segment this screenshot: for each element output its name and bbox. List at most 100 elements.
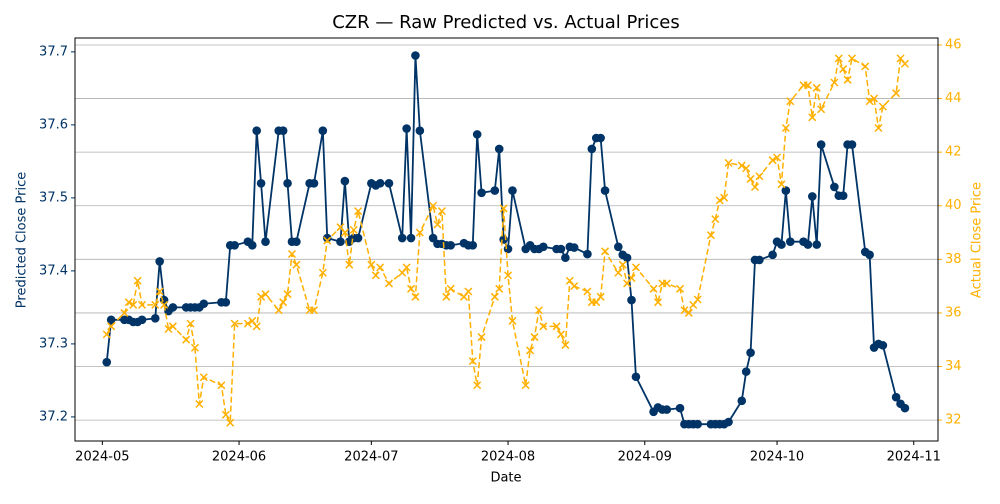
data-point <box>309 306 319 315</box>
data-point <box>693 295 702 304</box>
chart-title: CZR — Raw Predicted vs. Actual Prices <box>332 12 680 33</box>
plot-frame <box>74 37 939 442</box>
data-point <box>195 399 204 409</box>
y-tick-label: 37.6 <box>39 117 68 132</box>
data-point <box>838 191 848 200</box>
data-point <box>530 333 539 342</box>
data-point <box>830 182 839 192</box>
data-point <box>755 255 764 265</box>
data-point <box>106 315 116 325</box>
data-point <box>569 243 579 252</box>
data-point <box>182 335 191 344</box>
data-point <box>226 418 235 427</box>
data-point <box>561 341 570 350</box>
data-point <box>318 126 328 136</box>
data-point <box>336 237 345 246</box>
data-point <box>490 186 500 195</box>
data-point <box>150 314 160 323</box>
data-point <box>168 322 177 331</box>
data-point <box>684 308 693 317</box>
data-point <box>278 126 288 136</box>
data-point <box>741 367 751 376</box>
x-tick-label: 2024-06 <box>212 450 266 465</box>
data-point <box>384 279 394 288</box>
data-point <box>583 287 592 296</box>
data-point <box>283 178 292 188</box>
data-point <box>397 233 407 243</box>
data-point <box>808 113 817 122</box>
data-point <box>631 263 640 272</box>
data-point <box>243 319 252 328</box>
data-point <box>675 284 685 293</box>
data-point <box>384 178 394 188</box>
data-point <box>322 233 332 243</box>
data-point <box>151 300 160 309</box>
data-point <box>309 178 319 188</box>
data-point <box>613 242 623 252</box>
data-point <box>746 348 755 357</box>
y-axis-label: Predicted Close Price <box>15 172 30 308</box>
data-point <box>786 97 795 106</box>
data-point <box>428 233 438 243</box>
data-point <box>499 204 508 213</box>
data-point <box>812 240 822 249</box>
data-point <box>653 298 663 307</box>
data-point <box>367 260 376 269</box>
data-point <box>614 268 623 277</box>
data-point <box>724 417 733 427</box>
x-tick-label: 2024-07 <box>344 450 398 465</box>
data-point <box>662 405 672 414</box>
data-point <box>755 172 764 181</box>
data-point <box>230 319 239 328</box>
data-point <box>349 225 358 234</box>
data-point <box>137 315 147 325</box>
data-point <box>490 292 499 301</box>
data-point <box>261 237 270 246</box>
data-point <box>900 403 910 413</box>
x-tick-label: 2024-10 <box>750 450 804 465</box>
data-point <box>750 182 760 192</box>
data-point <box>847 54 857 63</box>
data-point <box>442 292 451 301</box>
data-point <box>865 250 874 260</box>
data-point <box>429 201 438 210</box>
data-point <box>768 250 777 260</box>
data-point <box>155 287 164 296</box>
data-point <box>781 124 790 133</box>
data-point <box>539 242 548 252</box>
x-tick-label: 2024-08 <box>481 450 535 465</box>
data-point <box>323 236 332 245</box>
data-point <box>503 244 513 254</box>
data-point <box>102 357 112 367</box>
data-point <box>847 140 857 149</box>
data-point <box>247 241 257 250</box>
data-point <box>892 89 901 98</box>
data-point <box>587 144 597 154</box>
data-point <box>583 249 592 259</box>
data-point <box>477 333 486 342</box>
data-point <box>472 130 482 139</box>
data-point <box>570 282 579 291</box>
data-point <box>318 268 327 277</box>
data-point <box>803 81 812 90</box>
series-line <box>106 55 906 426</box>
data-point <box>402 263 411 272</box>
y2-tick-label: 38 <box>945 252 962 267</box>
data-point <box>742 164 751 173</box>
y-tick-label: 37.2 <box>39 409 68 424</box>
data-point <box>402 124 411 133</box>
data-point <box>816 140 826 149</box>
y2-tick-label: 32 <box>945 413 962 428</box>
y2-tick-label: 42 <box>945 145 962 160</box>
data-point <box>495 284 504 293</box>
data-point <box>508 186 517 195</box>
data-point <box>618 260 627 269</box>
data-point <box>556 330 565 339</box>
data-point <box>345 260 354 269</box>
data-point <box>706 231 715 240</box>
data-point <box>627 274 636 283</box>
data-point <box>415 126 425 136</box>
data-point <box>221 410 230 419</box>
data-point <box>534 306 543 315</box>
